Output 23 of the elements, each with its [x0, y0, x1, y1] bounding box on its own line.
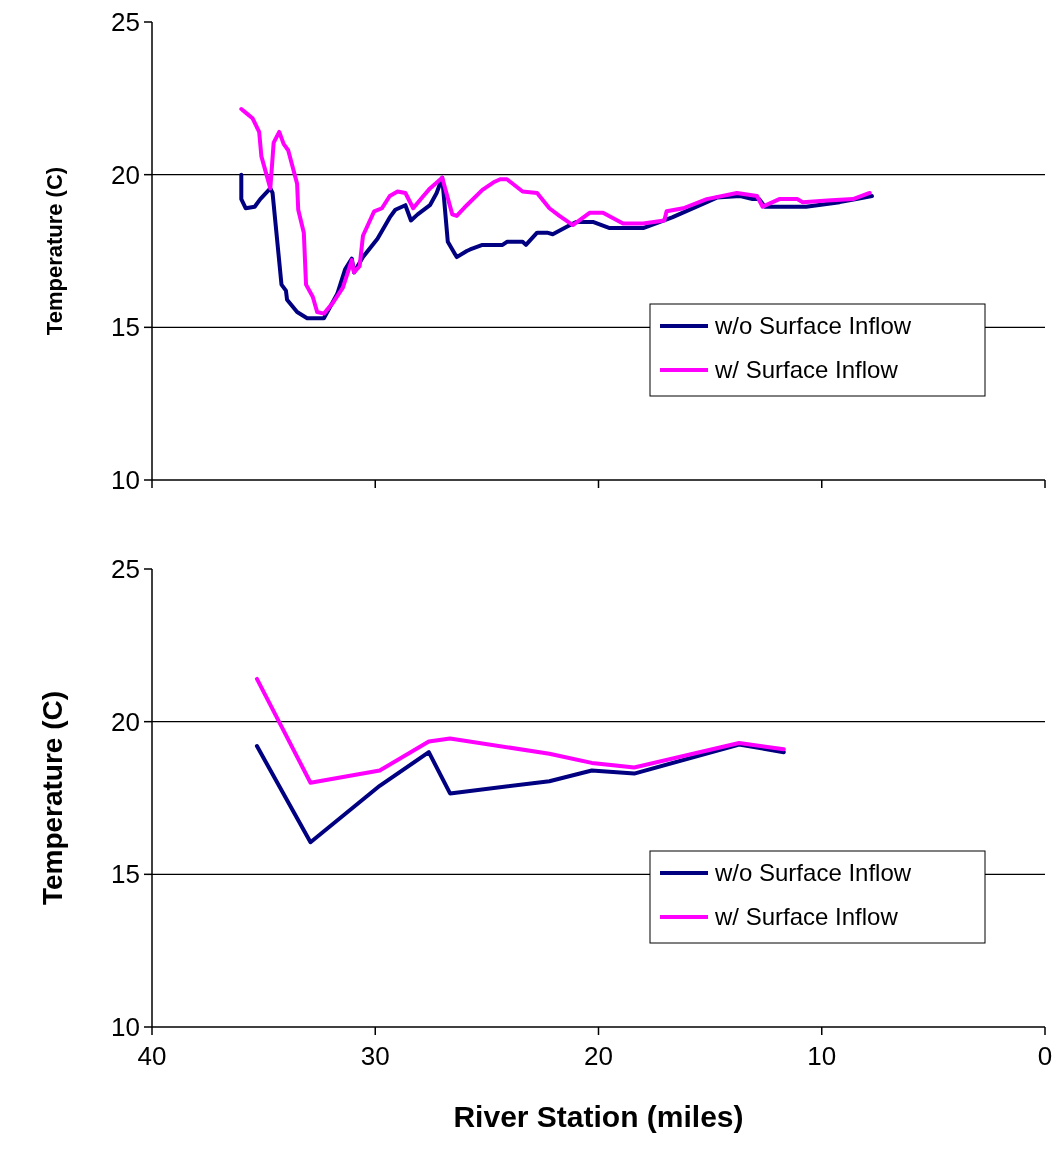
- y-axis-title: Temperature (C): [42, 166, 67, 336]
- y-tick-label: 20: [111, 159, 140, 190]
- line-series: [239, 107, 872, 316]
- line-series: [254, 742, 786, 845]
- y-tick-label: 10: [111, 1012, 140, 1043]
- y-tick-label: 20: [111, 706, 140, 737]
- legend-label: w/o Surface Inflow: [714, 859, 912, 887]
- x-axis-title: River Station (miles): [453, 1100, 744, 1133]
- x-tick-label: 30: [360, 1041, 390, 1071]
- y-tick-label: 25: [111, 7, 140, 38]
- x-tick-label: 40: [137, 1041, 167, 1071]
- legend-label: w/ Surface Inflow: [714, 356, 899, 384]
- x-tick-label: 20: [584, 1041, 613, 1071]
- y-axis-title: Temperature (C): [37, 690, 68, 906]
- legend-label: w/ Surface Inflow: [714, 903, 899, 931]
- x-tick-label: 10: [807, 1041, 837, 1071]
- y-tick-label: 25: [111, 554, 140, 585]
- y-tick-label: 15: [111, 859, 140, 890]
- y-tick-label: 15: [111, 312, 140, 343]
- legend-label: w/o Surface Inflow: [714, 312, 912, 340]
- y-tick-label: 10: [111, 465, 140, 496]
- x-tick-label: 0: [1037, 1041, 1053, 1071]
- line-series: [254, 676, 786, 785]
